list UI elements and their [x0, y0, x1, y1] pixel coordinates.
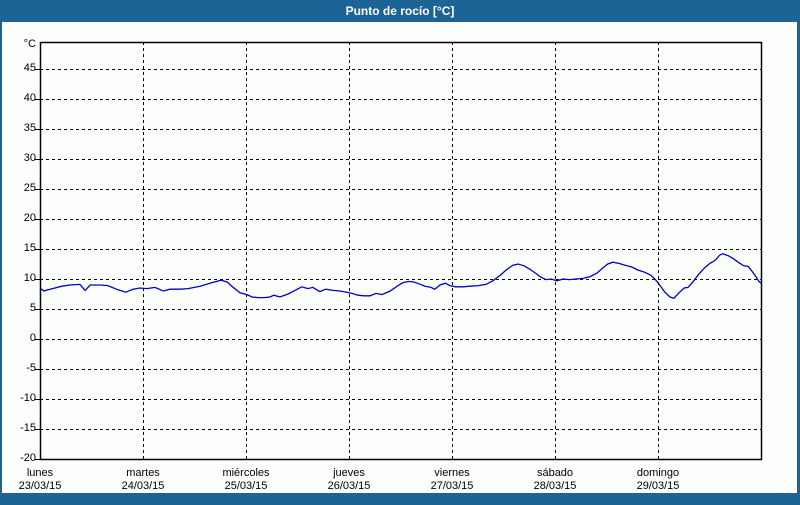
x-axis-date: 23/03/15 [18, 480, 62, 492]
window-titlebar: Punto de rocío [°C] [0, 0, 800, 22]
x-axis-date: 24/03/15 [121, 480, 165, 492]
y-axis-label: 40 [23, 92, 36, 104]
plot-border [39, 41, 763, 461]
x-axis-date: 27/03/15 [430, 480, 474, 492]
y-axis-label: 0 [29, 332, 36, 344]
y-axis-label: -5 [26, 362, 36, 374]
y-axis-label: -10 [20, 392, 36, 404]
y-axis-label: 15 [23, 242, 36, 254]
y-axis-label: 45 [23, 62, 36, 74]
x-axis-day: viernes [434, 467, 470, 479]
x-axis-label: miércoles 25/03/15 [201, 467, 291, 493]
y-axis-label: 20 [23, 212, 36, 224]
x-axis-date: 26/03/15 [327, 480, 371, 492]
x-axis-day: lunes [26, 467, 54, 479]
series-punto-de-rocío [39, 253, 762, 299]
y-axis-label: 5 [29, 302, 36, 314]
y-axis-label: -15 [20, 422, 36, 434]
y-axis-unit-label: °C [23, 38, 36, 50]
x-axis-day: domingo [636, 467, 680, 479]
chart-panel [2, 22, 797, 493]
x-axis-label: sábado 28/03/15 [510, 467, 600, 493]
x-axis-day: sábado [536, 467, 574, 479]
y-axis-label: 30 [23, 152, 36, 164]
y-axis-label: 35 [23, 122, 36, 134]
y-axis-label: 10 [23, 272, 36, 284]
x-axis-label: jueves 26/03/15 [304, 467, 394, 493]
x-axis-day: jueves [333, 467, 365, 479]
x-axis-day: martes [126, 467, 160, 479]
x-axis-label: martes 24/03/15 [98, 467, 188, 493]
x-axis-label: viernes 27/03/15 [407, 467, 497, 493]
x-axis-label: lunes 23/03/15 [0, 467, 85, 493]
x-axis-day: miércoles [222, 467, 270, 479]
y-axis-label: 25 [23, 182, 36, 194]
y-axis-label: -20 [20, 452, 36, 464]
x-axis-date: 25/03/15 [224, 480, 268, 492]
x-axis-label: domingo 29/03/15 [613, 467, 703, 493]
x-axis-date: 29/03/15 [636, 480, 680, 492]
x-axis-date: 28/03/15 [533, 480, 577, 492]
window-title: Punto de rocío [°C] [345, 4, 455, 18]
